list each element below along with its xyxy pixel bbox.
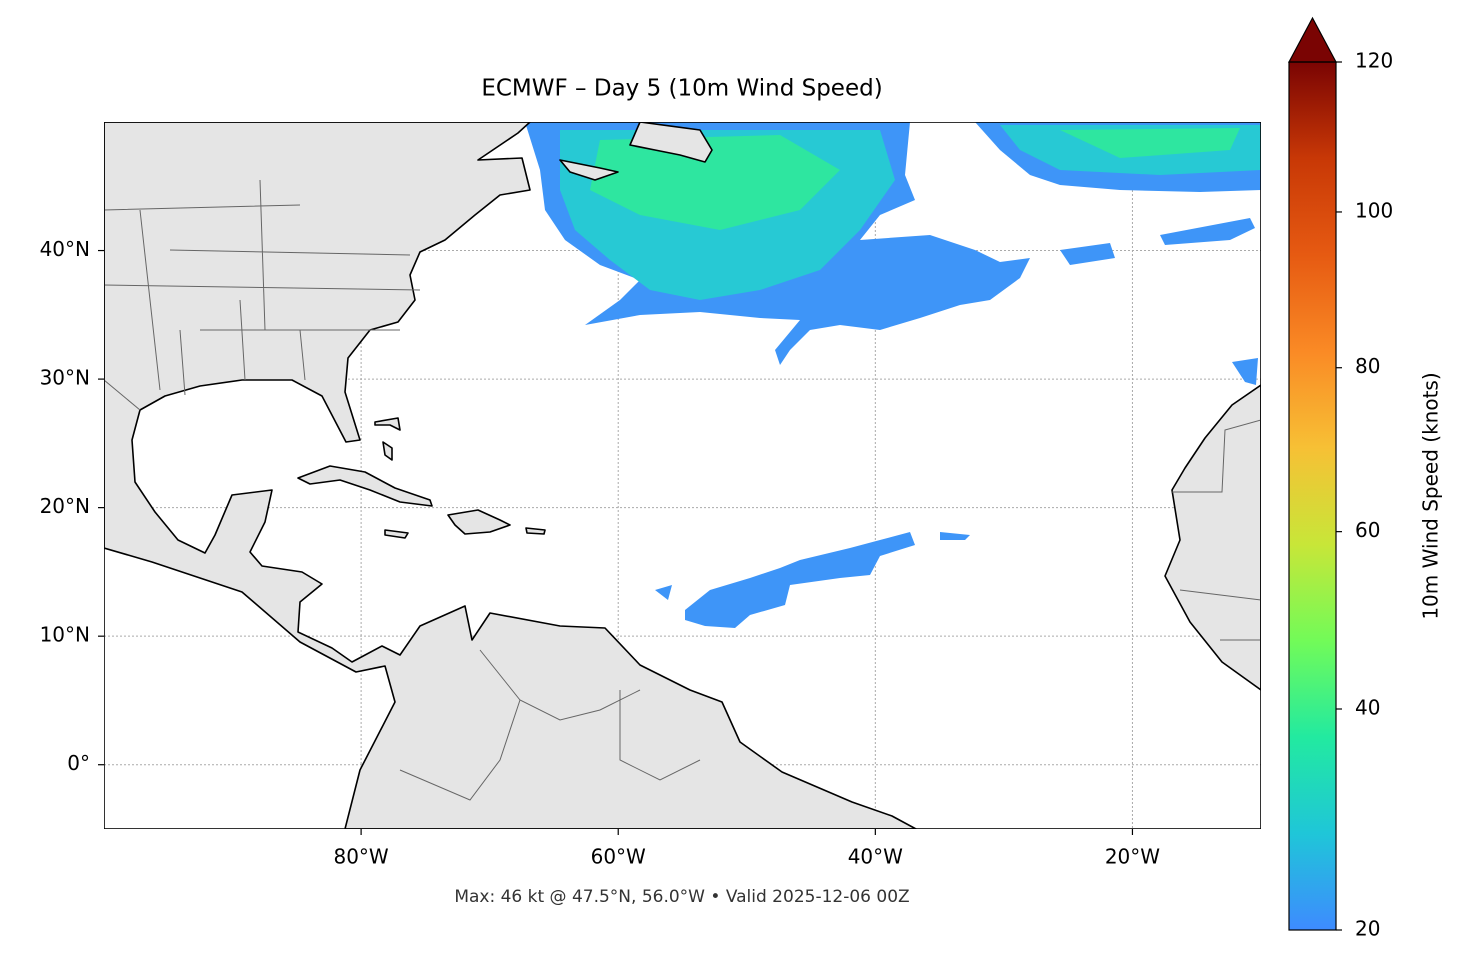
colorbar-fill [1289, 62, 1336, 930]
y-tick-label: 10°N [40, 623, 90, 647]
colorbar-tick-label: 120 [1355, 49, 1393, 73]
x-tick-label: 40°W [848, 845, 903, 869]
land-newfoundland [559, 122, 713, 181]
colorbar-tick-label: 100 [1355, 198, 1393, 222]
y-tick-label: 40°N [40, 237, 90, 261]
wind-swath [655, 532, 970, 628]
footer-note: Max: 46 kt @ 47.5°N, 56.0°W • Valid 2025… [454, 887, 909, 907]
borders [104, 179, 1261, 801]
map-area [104, 122, 1261, 829]
wind-swath [1060, 128, 1240, 158]
land-hispaniola [447, 509, 511, 535]
x-tick-label: 60°W [591, 845, 646, 869]
colorbar-frame [1288, 61, 1337, 931]
wind-field [268, 122, 1261, 628]
land-africa [1164, 384, 1261, 691]
land-cuba [297, 465, 433, 507]
x-tick-label: 80°W [333, 845, 388, 869]
wind-swath [1060, 218, 1258, 385]
chart-title: ECMWF – Day 5 (10m Wind Speed) [481, 76, 882, 102]
colorbar-tick-label: 80 [1355, 354, 1380, 378]
land-americas [104, 122, 917, 829]
colorbar-tick-label: 60 [1355, 518, 1380, 542]
wind-swath [590, 135, 840, 230]
colorbar-label: 10m Wind Speed (knots) [1419, 372, 1443, 619]
x-tick-label: 20°W [1105, 845, 1160, 869]
y-tick-label: 0° [67, 751, 90, 775]
colorbar-extend [1287, 16, 1338, 63]
land-islands [374, 417, 546, 539]
colorbar-tick-label: 40 [1355, 695, 1380, 719]
y-tick-label: 30°N [40, 366, 90, 390]
colorbar: 20 40 60 80 100 120 [1287, 16, 1393, 941]
colorbar-tick-label: 20 [1355, 917, 1380, 941]
y-tick-label: 20°N [40, 494, 90, 518]
